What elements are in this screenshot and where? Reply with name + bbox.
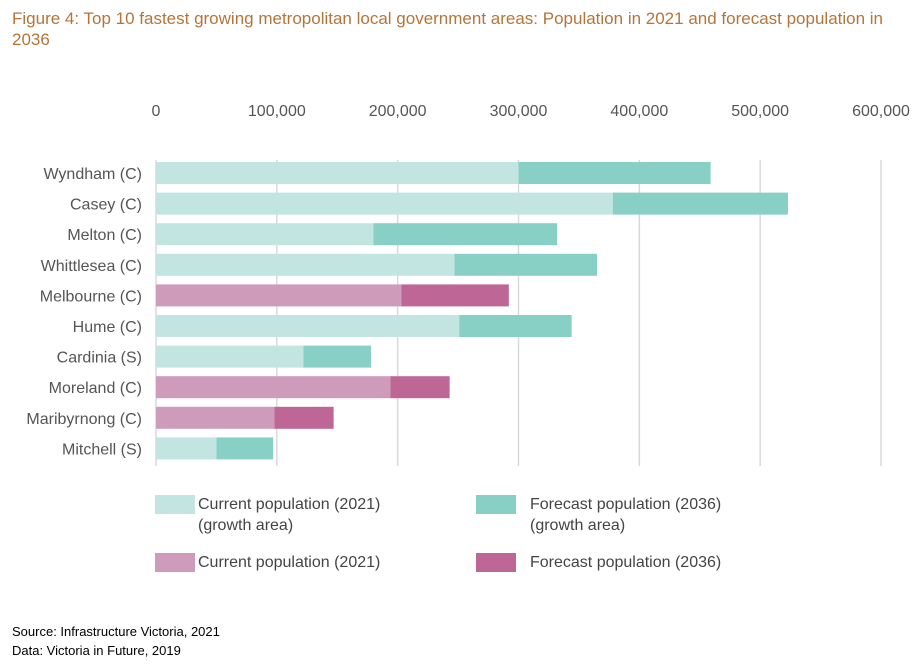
chart-title: Figure 4: Top 10 fastest growing metropo… xyxy=(12,9,884,49)
category-label: Maribyrnong (C) xyxy=(26,411,142,428)
legend-current-growth: Current population (2021) (growth area) xyxy=(198,494,380,536)
bar-current-2021 xyxy=(156,437,217,460)
legend-current: Current population (2021) xyxy=(198,554,381,571)
bar-chart: 0 100,000 200,000 300,000 400,000 500,000 600,… xyxy=(26,103,910,466)
legend-swatch-forecast xyxy=(476,553,516,572)
bar-current-2021 xyxy=(156,345,304,368)
bar-current-2021 xyxy=(156,192,613,215)
category-label: Casey (C) xyxy=(70,197,142,214)
legend-label: Current population (2021) xyxy=(198,496,381,513)
bar-forecast-2036 xyxy=(303,345,372,368)
bar-current-2021 xyxy=(156,406,275,429)
legend-swatch-forecast-growth xyxy=(476,495,516,514)
x-tick-label: 300,000 xyxy=(490,103,548,120)
bar-forecast-2036 xyxy=(373,223,558,246)
category-label: Melton (C) xyxy=(67,227,142,244)
category-label: Cardinia (S) xyxy=(57,350,142,367)
bar-forecast-2036 xyxy=(216,437,274,460)
source-note: Source: Infrastructure Victoria, 2021 xyxy=(12,624,220,639)
data-note: Data: Victoria in Future, 2019 xyxy=(12,643,181,658)
bar-current-2021 xyxy=(156,315,460,337)
x-tick-label: 500,000 xyxy=(731,103,789,120)
category-label: Hume (C) xyxy=(73,319,142,336)
x-tick-label: 100,000 xyxy=(248,103,306,120)
category-label: Mitchell (S) xyxy=(62,441,142,458)
bar-forecast-2036 xyxy=(454,253,598,276)
category-label: Whittlesea (C) xyxy=(41,258,142,275)
category-label: Wyndham (C) xyxy=(43,166,142,183)
legend-label: Forecast population (2036) xyxy=(530,496,722,513)
category-label: Melbourne (C) xyxy=(40,288,142,305)
bar-forecast-2036 xyxy=(274,406,334,429)
bar-current-2021 xyxy=(156,284,402,307)
legend-forecast-growth: Forecast population (2036) (growth area) xyxy=(530,494,721,536)
x-tick-label: 400,000 xyxy=(610,103,668,120)
bar-current-2021 xyxy=(156,253,455,276)
bar-forecast-2036 xyxy=(612,192,788,215)
bar-current-2021 xyxy=(156,162,519,184)
bar-forecast-2036 xyxy=(518,162,711,184)
bar-current-2021 xyxy=(156,223,374,246)
bar-forecast-2036 xyxy=(459,315,572,337)
x-tick-label: 600,000 xyxy=(852,103,910,120)
legend-forecast: Forecast population (2036) xyxy=(530,554,722,571)
x-tick-label: 200,000 xyxy=(369,103,427,120)
category-label: Moreland (C) xyxy=(49,380,142,397)
bar-current-2021 xyxy=(156,376,391,399)
legend-label: (growth area) xyxy=(198,517,294,534)
x-tick-label: 0 xyxy=(152,103,161,120)
legend-swatch-current-growth xyxy=(155,495,195,514)
bar-forecast-2036 xyxy=(401,284,509,307)
legend-swatch-current xyxy=(155,553,195,572)
legend-label: (growth area) xyxy=(530,517,626,534)
bar-forecast-2036 xyxy=(390,376,450,399)
